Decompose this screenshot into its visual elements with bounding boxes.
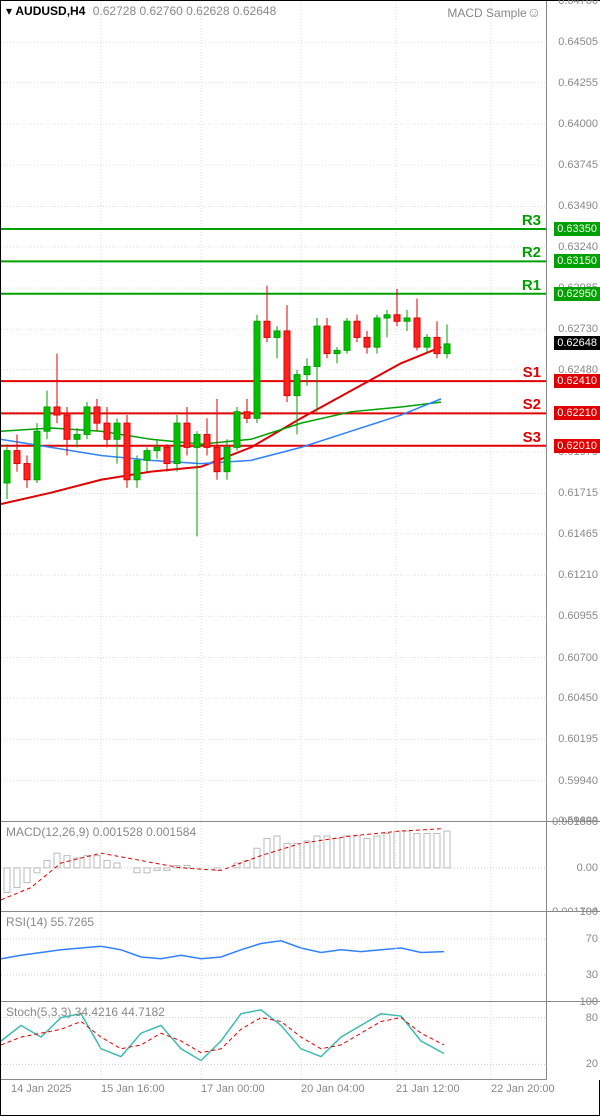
- price-tick: 0.64255: [558, 77, 598, 89]
- macd-label: MACD(12,26,9) 0.001528 0.001584: [6, 825, 196, 839]
- price-tick: 0.63745: [558, 159, 598, 171]
- rsi-tick: 70: [586, 933, 598, 945]
- price-tick: 0.60700: [558, 652, 598, 664]
- price-chart-svg: [1, 1, 546, 821]
- time-tick: 22 Jan 20:00: [491, 1083, 555, 1095]
- time-tick: 17 Jan 00:00: [201, 1083, 265, 1095]
- rsi-tick: 30: [586, 969, 598, 981]
- stoch-tick: 100: [580, 996, 598, 1008]
- macd-tick: 0.00: [577, 862, 598, 874]
- price-tick: 0.61210: [558, 569, 598, 581]
- stoch-tick: 20: [586, 1058, 598, 1070]
- price-tick: 0.64505: [558, 36, 598, 48]
- chart-container: ▾ AUDUSD,H4 0.62728 0.62760 0.62628 0.62…: [0, 0, 600, 1116]
- rsi-tick: 100: [580, 906, 598, 918]
- price-tick: 0.62730: [558, 323, 598, 335]
- ohlc-values: 0.62728 0.62760 0.62628 0.62648: [93, 4, 277, 18]
- current-price-badge: 0.62648: [554, 336, 600, 350]
- sr-label-s3: S3: [523, 429, 541, 446]
- rsi-y-axis: 10070300: [546, 912, 600, 1002]
- sr-label-s2: S2: [523, 396, 541, 413]
- smiley-icon: ☺: [527, 4, 541, 20]
- rsi-panel[interactable]: RSI(14) 55.7265 10070300: [1, 911, 600, 1001]
- price-tick: 0.64000: [558, 118, 598, 130]
- rsi-label: RSI(14) 55.7265: [6, 915, 94, 929]
- time-x-axis: 14 Jan 2025 15 Jan 16:00 17 Jan 00:00 20 Ja…: [1, 1079, 546, 1097]
- sr-label-r1: R1: [522, 277, 541, 294]
- price-y-axis: 0.64760 0.64505 0.64255 0.64000 0.63745 0.634…: [546, 1, 600, 821]
- sr-badge-s2: 0.62210: [554, 406, 600, 420]
- macd-y-axis: 0.0018680.00-0.001794: [546, 822, 600, 912]
- sr-badge-r2: 0.63150: [554, 254, 600, 268]
- price-tick: 0.60450: [558, 692, 598, 704]
- price-tick: 0.63490: [558, 200, 598, 212]
- price-tick: 0.60195: [558, 733, 598, 745]
- stoch-y-axis: 1008020: [546, 1002, 600, 1080]
- stoch-tick: 80: [586, 1012, 598, 1024]
- price-tick: 0.64760: [558, 0, 598, 7]
- sr-label-s1: S1: [523, 364, 541, 381]
- sr-label-r3: R3: [522, 212, 541, 229]
- symbol-label: AUDUSD,H4: [15, 4, 85, 18]
- time-tick: 21 Jan 12:00: [396, 1083, 460, 1095]
- price-tick: 0.60955: [558, 610, 598, 622]
- chart-header: ▾ AUDUSD,H4 0.62728 0.62760 0.62628 0.62…: [6, 4, 276, 18]
- macd-sample-label: MACD Sample☺: [447, 4, 541, 20]
- sr-badge-r1: 0.62950: [554, 287, 600, 301]
- sr-badge-s1: 0.62410: [554, 374, 600, 388]
- price-tick: 0.63240: [558, 241, 598, 253]
- sr-badge-s3: 0.62010: [554, 439, 600, 453]
- macd-panel[interactable]: MACD(12,26,9) 0.001528 0.001584 0.001868…: [1, 821, 600, 911]
- sr-label-r2: R2: [522, 244, 541, 261]
- price-tick: 0.61465: [558, 528, 598, 540]
- stoch-panel[interactable]: Stoch(5,3,3) 34.4216 44.7182 1008020 14 …: [1, 1001, 600, 1097]
- dropdown-icon[interactable]: ▾: [6, 4, 12, 18]
- stoch-label: Stoch(5,3,3) 34.4216 44.7182: [6, 1005, 165, 1019]
- sr-badge-r3: 0.63350: [554, 222, 600, 236]
- time-tick: 14 Jan 2025: [11, 1083, 72, 1095]
- price-panel[interactable]: ▾ AUDUSD,H4 0.62728 0.62760 0.62628 0.62…: [1, 1, 600, 821]
- time-tick: 20 Jan 04:00: [301, 1083, 365, 1095]
- price-tick: 0.59940: [558, 775, 598, 787]
- price-tick: 0.61715: [558, 487, 598, 499]
- macd-tick: 0.001868: [552, 816, 598, 828]
- time-tick: 15 Jan 16:00: [101, 1083, 165, 1095]
